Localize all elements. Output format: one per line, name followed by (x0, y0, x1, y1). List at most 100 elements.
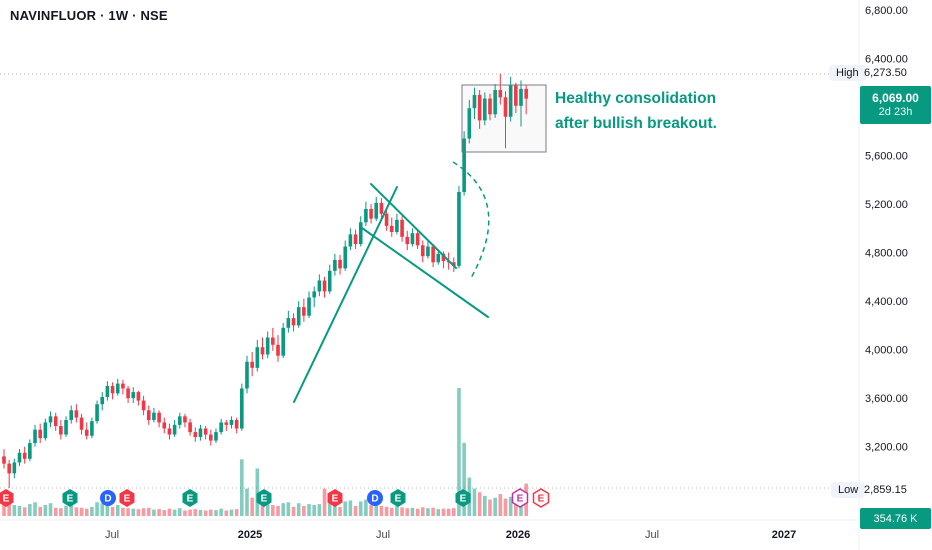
event-badge-earnings[interactable]: E (182, 489, 198, 507)
volume-bar (17, 505, 22, 516)
event-badge-earnings[interactable]: E (390, 489, 406, 507)
time-tick-label[interactable]: 2027 (772, 529, 796, 541)
volume-bar (136, 509, 141, 516)
volume-bar (162, 510, 167, 516)
event-badge-earnings[interactable]: E (0, 489, 14, 507)
candle (38, 423, 42, 444)
volume-bar (431, 507, 435, 516)
trend-line[interactable] (293, 186, 398, 403)
volume-bar (240, 459, 244, 516)
last-price-value: 6,069.00 (872, 91, 919, 105)
candle (286, 310, 291, 333)
volume-bar (364, 499, 368, 516)
volume-bar (64, 505, 68, 516)
bar-countdown: 2d 23h (878, 106, 913, 118)
volume-bar (84, 508, 89, 516)
price-tick-label[interactable]: 4,400.00 (865, 296, 908, 308)
candle (431, 244, 435, 268)
candle (183, 413, 187, 428)
candle (364, 201, 368, 226)
price-tick-label[interactable]: 4,000.00 (865, 345, 908, 357)
candles-layer (2, 73, 528, 489)
candle (229, 416, 234, 429)
candle (131, 387, 136, 404)
volume-bar (441, 508, 446, 516)
candle (193, 427, 198, 442)
event-badge-earnings[interactable]: E (256, 489, 272, 507)
candle (53, 412, 58, 431)
time-tick-label[interactable]: Jul (376, 529, 390, 541)
candle (260, 337, 265, 360)
candle (59, 419, 63, 440)
candle (405, 230, 410, 251)
price-tick-label[interactable]: 4,800.00 (865, 248, 908, 260)
candle (17, 449, 22, 467)
event-badge-earnings[interactable]: E (62, 489, 78, 507)
volume-bar (296, 503, 301, 516)
price-tick-label[interactable]: 3,200.00 (865, 442, 908, 454)
volume-bar (446, 508, 451, 516)
candle (343, 240, 348, 271)
volume-bar (286, 502, 291, 516)
price-tick-label[interactable]: 6,400.00 (865, 54, 908, 66)
candle (74, 404, 79, 423)
volume-bar (110, 506, 115, 516)
candle (327, 264, 332, 294)
trend-line[interactable] (361, 227, 489, 318)
volume-bar (90, 506, 94, 516)
candle (322, 276, 327, 298)
candle (348, 228, 353, 251)
candle (43, 418, 48, 441)
event-badge-earnings[interactable]: E (455, 489, 471, 507)
price-tick-label[interactable]: 5,600.00 (865, 151, 908, 163)
volume-axis-badge: 354.76 K (860, 508, 931, 529)
candle (477, 90, 482, 129)
time-tick-label[interactable]: 2025 (238, 529, 262, 541)
volume-bar (234, 509, 239, 516)
volume-bar (209, 509, 213, 516)
volume-bar (343, 501, 348, 516)
last-price-badge[interactable]: 6,069.00 2d 23h (860, 86, 931, 124)
volume-bar (115, 505, 120, 516)
volume-bar (255, 468, 260, 516)
candle (84, 422, 89, 440)
candle (240, 383, 244, 431)
time-tick-label[interactable]: Jul (645, 529, 659, 541)
time-tick-label[interactable]: 2026 (506, 529, 530, 541)
volume-bar (322, 488, 327, 516)
price-tick-label[interactable]: 5,200.00 (865, 199, 908, 211)
candle (28, 439, 32, 462)
event-badge-earnings[interactable]: E (532, 488, 550, 508)
volume-bar (229, 509, 234, 516)
volume-bar (214, 510, 218, 516)
symbol-title[interactable]: NAVINFLUOR · 1W · NSE (10, 8, 168, 23)
event-badge-earnings[interactable]: E (119, 489, 135, 507)
price-tick-label[interactable]: 3,600.00 (865, 393, 908, 405)
volume-bar (415, 508, 420, 516)
volume-bar (131, 508, 136, 516)
event-badge-earnings[interactable]: E (511, 488, 529, 508)
candle (121, 379, 125, 395)
candle (379, 198, 384, 220)
volume-bar (141, 508, 146, 516)
candle (214, 428, 218, 444)
event-letter: E (395, 494, 402, 505)
volume-bar (260, 503, 265, 516)
event-badge-dividend[interactable]: D (100, 490, 116, 506)
volume-bar (183, 510, 187, 516)
price-tick-label[interactable]: 6,800.00 (865, 5, 908, 17)
volume-bar (188, 509, 192, 516)
volume-bar (22, 507, 27, 516)
candle (307, 291, 311, 319)
trend-line[interactable] (370, 183, 457, 269)
event-badge-dividend[interactable]: D (367, 490, 383, 506)
volume-bar (74, 507, 79, 516)
candle (384, 208, 389, 231)
event-badge-earnings[interactable]: E (327, 489, 343, 507)
consolidation-box[interactable] (461, 84, 547, 153)
time-tick-label[interactable]: Jul (105, 529, 119, 541)
annotation-text[interactable]: Healthy consolidation after bullish brea… (555, 86, 717, 136)
volume-bar (410, 507, 415, 516)
volume-bar (374, 502, 379, 516)
